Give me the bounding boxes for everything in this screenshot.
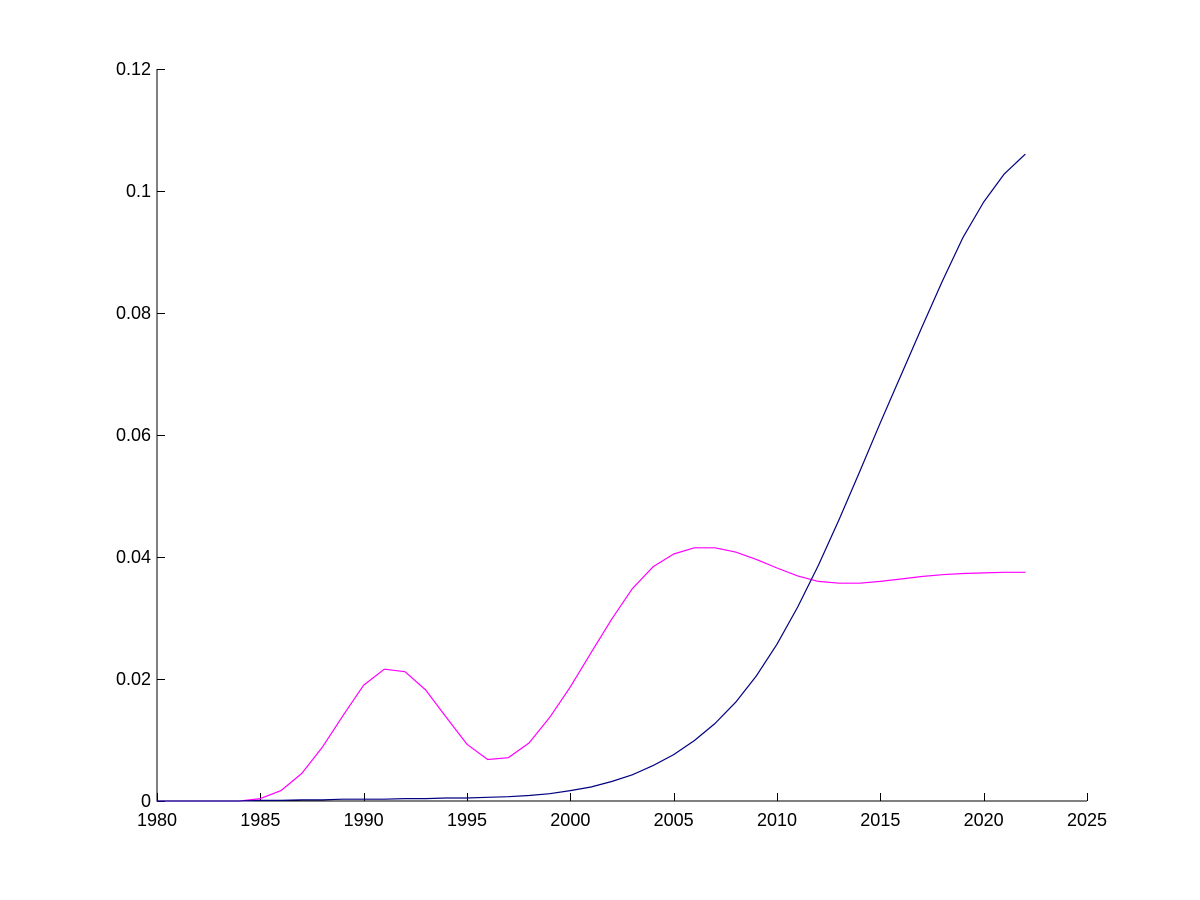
y-tick-label: 0.1 (126, 181, 151, 201)
y-tick-label: 0.06 (116, 425, 151, 445)
x-tick-label: 2015 (860, 810, 900, 830)
y-tick-label: 0.04 (116, 547, 151, 567)
y-tick-label: 0.08 (116, 303, 151, 323)
x-tick-label: 1980 (137, 810, 177, 830)
series-line-1 (156, 547, 1026, 802)
x-tick-label: 2025 (1067, 810, 1107, 830)
x-tick-label: 2020 (964, 810, 1004, 830)
x-tick-label: 2010 (757, 810, 797, 830)
x-tick-label: 2000 (550, 810, 590, 830)
series-layer (156, 153, 1026, 802)
y-tick-label: 0.02 (116, 669, 151, 689)
x-tick-label: 1985 (240, 810, 280, 830)
y-tick-label: 0 (141, 791, 151, 811)
x-tick-label: 1995 (447, 810, 487, 830)
y-tick-label: 0.12 (116, 59, 151, 79)
axes: 1980 1985 1990 1995 2000 2005 2010 2015 2020 2025… (116, 59, 1107, 830)
series-line-2 (156, 153, 1026, 802)
x-tick-label: 2005 (654, 810, 694, 830)
x-tick-label: 1990 (344, 810, 384, 830)
